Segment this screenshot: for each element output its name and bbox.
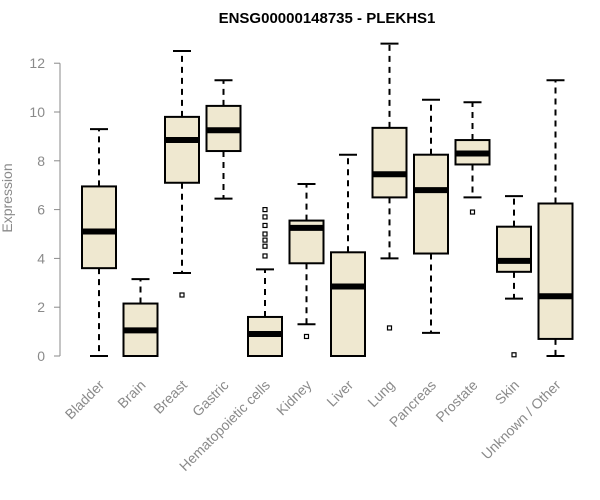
y-axis-label: Expression: [0, 163, 15, 232]
y-tick-label-2: 2: [37, 299, 45, 315]
outlier-hematopoietic-cells-5: [262, 214, 268, 220]
outlier-breast-0: [179, 292, 185, 298]
box-skin: [496, 225, 532, 273]
x-tick-label-breast: Breast: [150, 377, 190, 417]
y-tick-label-12: 12: [29, 55, 45, 71]
x-tick-label-bladder: Bladder: [62, 377, 108, 423]
x-tick-label-kidney: Kidney: [273, 377, 315, 419]
box-liver: [330, 251, 366, 357]
y-tick-label-8: 8: [37, 153, 45, 169]
outlier-kidney-0: [303, 333, 310, 340]
outlier-prostate-0: [469, 209, 476, 215]
chart-title: ENSG00000148735 - PLEKHS1: [219, 10, 436, 27]
x-tick-label-unknown-other: Unknown / Other: [478, 377, 564, 463]
box-lung: [371, 126, 408, 199]
outlier-hematopoietic-cells-6: [262, 207, 268, 213]
outlier-hematopoietic-cells-2: [262, 237, 268, 243]
box-pancreas: [413, 153, 449, 255]
outlier-lung-0: [386, 325, 393, 331]
y-tick-label-4: 4: [37, 250, 45, 266]
box-bladder: [81, 185, 117, 270]
x-tick-label-brain: Brain: [114, 377, 148, 411]
x-tick-label-prostate: Prostate: [432, 377, 480, 425]
outlier-hematopoietic-cells-3: [262, 231, 268, 237]
box-breast: [164, 115, 200, 184]
x-tick-label-lung: Lung: [364, 377, 397, 410]
x-tick-label-skin: Skin: [492, 377, 523, 408]
box-unknown-other: [537, 202, 574, 340]
y-tick-label-0: 0: [37, 348, 45, 364]
outlier-skin-0: [511, 352, 517, 358]
outlier-hematopoietic-cells-1: [262, 243, 268, 249]
y-tick-label-6: 6: [37, 202, 45, 218]
outlier-hematopoietic-cells-4: [262, 222, 268, 229]
outlier-hematopoietic-cells-0: [262, 253, 268, 259]
y-tick-label-10: 10: [29, 104, 45, 120]
x-tick-label-liver: Liver: [323, 377, 356, 410]
